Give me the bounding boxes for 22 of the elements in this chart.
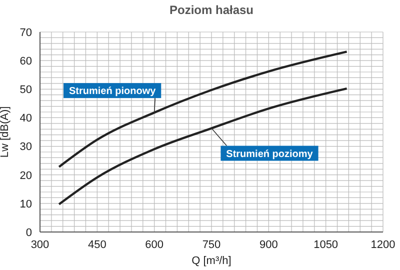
y-tick-label: 40 (20, 112, 32, 125)
y-tick-label: 70 (20, 26, 32, 39)
x-tick-label: 1050 (314, 238, 338, 251)
y-tick-label: 60 (20, 55, 32, 68)
series-label: Strumień pionowy (68, 86, 156, 98)
y-tick-label: 0 (26, 226, 32, 239)
y-axis-title: Lw [dB(A)] (0, 106, 11, 158)
x-tick-label: 750 (202, 238, 221, 251)
x-tick-label: 450 (88, 238, 106, 251)
text: Strumień poziomy (226, 148, 314, 160)
x-tick-label: 600 (145, 238, 164, 251)
line-series (58, 87, 348, 206)
y-tick-label: 50 (20, 84, 32, 96)
x-tick-label: 900 (259, 238, 278, 251)
x-axis-title: Q [m³/h] (192, 255, 232, 267)
y-tick-label: 20 (20, 170, 32, 182)
y-tick-label: 30 (20, 141, 32, 154)
x-tick-label: 1200 (370, 238, 396, 251)
line-series (58, 50, 348, 168)
chart-title: Poziom hałasu (168, 3, 255, 17)
y-tick-label: 10 (20, 198, 32, 210)
x-tick-label: 300 (30, 238, 50, 251)
